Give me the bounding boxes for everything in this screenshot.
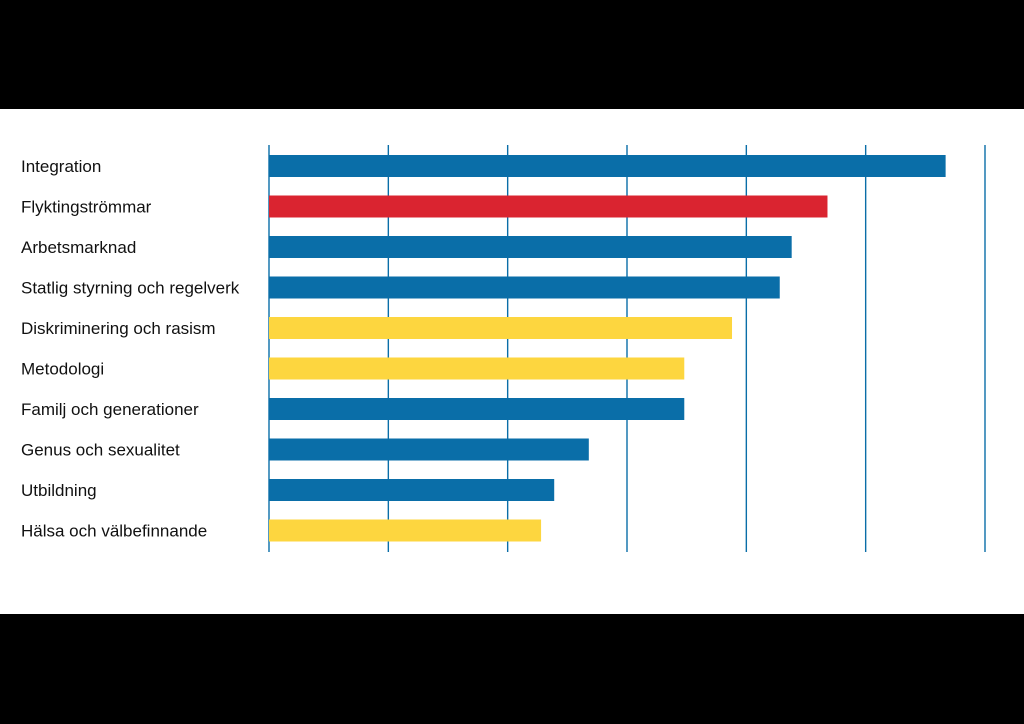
bar-1: [269, 195, 828, 218]
category-labels: Integration Flyktingströmmar Arbetsmarknad…: [21, 157, 240, 541]
bar-8: [269, 479, 555, 501]
category-label-1: Flyktingströmmar: [21, 198, 152, 217]
bars: [269, 155, 946, 542]
bar-5: [269, 357, 685, 380]
category-label-5: Metodologi: [21, 360, 104, 379]
bar-0: [269, 155, 946, 177]
category-label-6: Familj och generationer: [21, 400, 199, 419]
category-label-9: Hälsa och välbefinnande: [21, 522, 207, 541]
bar-4: [269, 317, 733, 339]
bar-chart: Integration Flyktingströmmar Arbetsmarknad…: [21, 145, 986, 552]
category-label-8: Utbildning: [21, 481, 97, 500]
bar-7: [269, 438, 589, 461]
category-label-7: Genus och sexualitet: [21, 441, 180, 460]
chart-canvas: Integration Flyktingströmmar Arbetsmarknad…: [0, 109, 1024, 614]
category-label-2: Arbetsmarknad: [21, 238, 136, 257]
bar-9: [269, 519, 542, 542]
category-label-0: Integration: [21, 157, 101, 176]
bar-3: [269, 276, 780, 299]
category-label-4: Diskriminering och rasism: [21, 319, 216, 338]
category-label-3: Statlig styrning och regelverk: [21, 279, 240, 298]
bar-2: [269, 236, 792, 258]
bar-6: [269, 398, 685, 420]
